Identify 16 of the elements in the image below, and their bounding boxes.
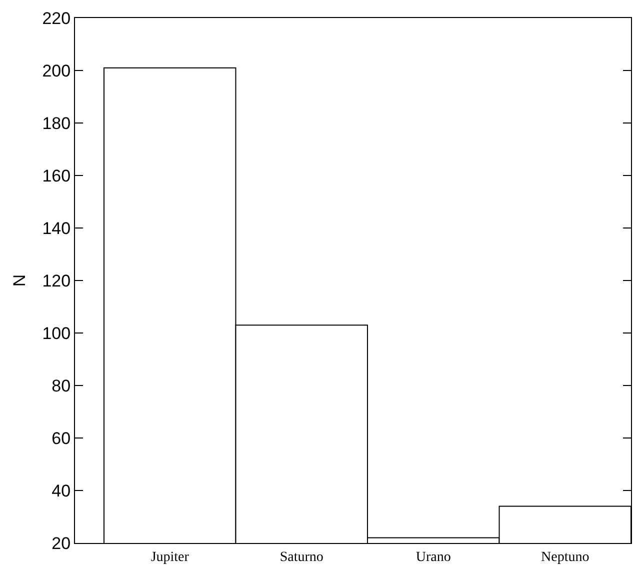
y-tick-label: 20 xyxy=(52,534,71,553)
y-axis-title: N xyxy=(10,274,29,287)
x-tick-label: Saturno xyxy=(280,550,324,565)
y-tick-label: 140 xyxy=(42,218,71,238)
y-tick-label: 200 xyxy=(42,61,71,80)
y-tick-label: 180 xyxy=(42,114,71,133)
y-tick-label: 80 xyxy=(52,376,71,396)
y-tick-label: 60 xyxy=(52,428,71,448)
y-tick-label: 120 xyxy=(42,271,71,290)
y-tick-label: 220 xyxy=(42,8,71,28)
y-tick-label: 160 xyxy=(42,166,71,186)
x-tick-label: Jupiter xyxy=(150,550,190,565)
y-tick-label: 100 xyxy=(42,324,71,343)
x-tick-label: Urano xyxy=(416,550,451,565)
y-tick-label: 40 xyxy=(52,481,71,500)
x-tick-label: Neptuno xyxy=(541,550,590,565)
